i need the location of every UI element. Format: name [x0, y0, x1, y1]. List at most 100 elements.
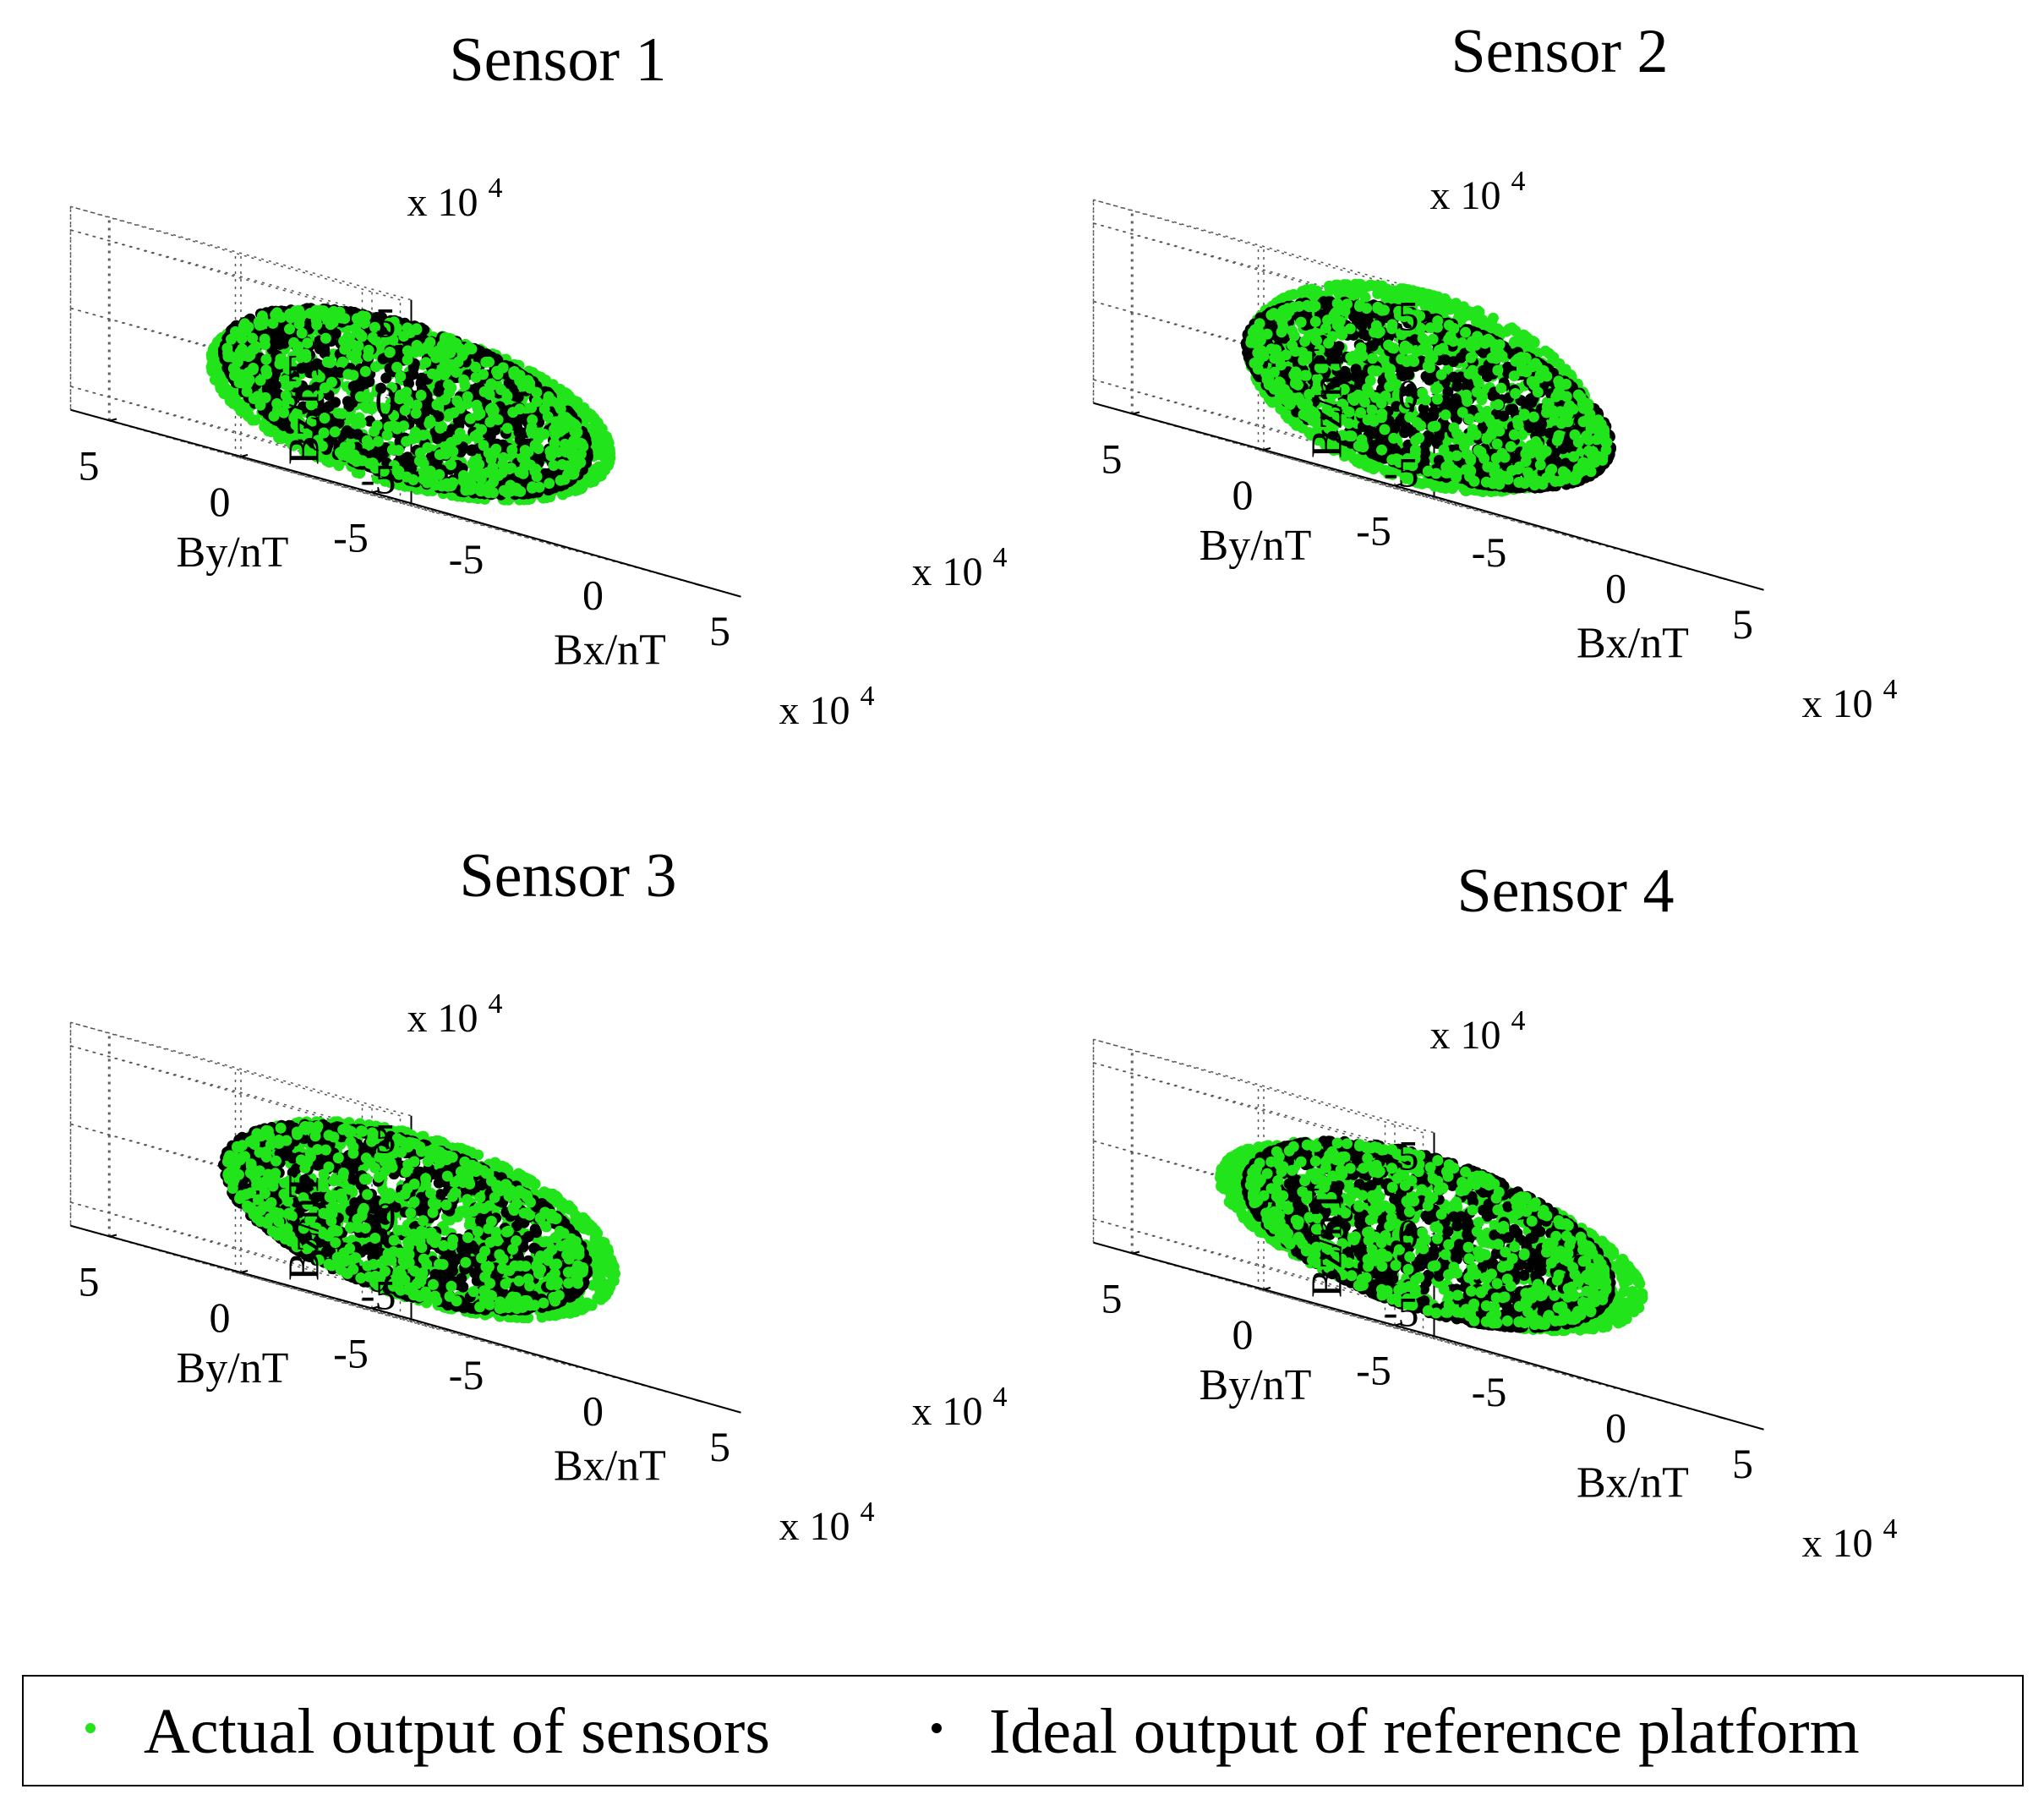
point-actual — [393, 445, 404, 457]
x-tick-label: 5 — [709, 607, 730, 654]
point-actual — [1420, 477, 1432, 489]
point-actual — [604, 452, 616, 464]
point-actual — [1465, 306, 1477, 318]
point-actual — [451, 395, 463, 407]
point-actual — [424, 336, 436, 348]
point-actual — [363, 439, 375, 451]
grid-line-x — [235, 456, 577, 551]
point-actual — [293, 312, 305, 324]
point-actual — [466, 479, 478, 491]
x-tick-mark — [1719, 577, 1726, 580]
point-actual — [232, 356, 243, 368]
point-actual — [407, 474, 419, 485]
point-ideal — [1365, 340, 1377, 352]
point-actual — [411, 399, 423, 411]
point-actual — [468, 467, 480, 479]
point-actual — [243, 408, 254, 420]
chart-title: Sensor 1 — [450, 25, 667, 95]
point-actual — [555, 474, 566, 486]
point-actual — [519, 453, 531, 465]
point-ideal — [345, 428, 357, 440]
point-actual — [314, 304, 326, 316]
y-tick-label: 0 — [210, 478, 231, 525]
grid-line-z — [70, 229, 412, 325]
point-actual — [548, 460, 560, 471]
point-actual — [370, 361, 381, 373]
point-ideal — [353, 381, 365, 393]
x-axis-label: Bx/nT — [554, 626, 666, 675]
point-ideal — [1358, 313, 1370, 325]
point-actual — [576, 438, 588, 450]
point-actual — [237, 343, 248, 355]
point-actual — [320, 332, 331, 344]
point-actual — [298, 445, 310, 457]
point-actual — [445, 382, 457, 394]
point-actual — [501, 423, 513, 435]
point-actual — [1510, 325, 1522, 336]
point-actual — [349, 451, 361, 463]
point-actual — [459, 380, 471, 391]
point-actual — [402, 354, 413, 366]
x-tick-label: 0 — [582, 572, 604, 619]
point-actual — [418, 429, 429, 441]
point-actual — [427, 368, 438, 380]
point-ideal — [273, 328, 285, 340]
point-actual — [524, 382, 536, 394]
point-actual — [260, 353, 272, 365]
point-actual — [384, 347, 396, 358]
point-actual — [589, 430, 601, 442]
point-ideal — [1400, 423, 1412, 435]
point-actual — [286, 438, 298, 450]
z-tick-label: 5 — [375, 299, 396, 347]
point-actual — [248, 363, 259, 374]
point-actual — [593, 441, 604, 453]
point-actual — [538, 429, 550, 440]
point-actual — [526, 402, 538, 413]
point-actual — [292, 344, 303, 356]
point-actual — [259, 333, 271, 345]
point-actual — [340, 342, 352, 353]
point-actual — [490, 443, 502, 455]
point-actual — [329, 426, 341, 438]
point-ideal — [513, 427, 525, 439]
point-ideal — [1424, 374, 1435, 386]
x-exponent-label: x 10 4 — [779, 681, 875, 733]
point-actual — [501, 391, 513, 402]
point-actual — [347, 369, 359, 381]
point-actual — [594, 466, 606, 478]
point-actual — [603, 444, 615, 456]
point-actual — [363, 350, 374, 362]
point-actual — [446, 436, 457, 448]
point-actual — [420, 357, 432, 369]
z-axis-label: Bz/nT — [281, 355, 329, 465]
y-tick-mark — [240, 454, 249, 457]
point-actual — [324, 457, 335, 468]
point-actual — [527, 414, 538, 426]
x-tick-mark — [696, 583, 703, 587]
point-actual — [399, 404, 411, 416]
point-actual — [469, 430, 481, 442]
point-actual — [353, 315, 364, 326]
point-actual — [462, 391, 473, 402]
point-actual — [355, 417, 367, 429]
y-tick-mark — [1132, 411, 1140, 415]
point-actual — [472, 409, 484, 421]
point-actual — [1441, 298, 1453, 310]
point-actual — [336, 312, 347, 324]
point-actual — [545, 450, 557, 462]
point-actual — [206, 358, 218, 370]
point-ideal — [1242, 347, 1254, 358]
point-actual — [268, 410, 280, 422]
point-actual — [588, 413, 600, 424]
point-actual — [243, 375, 255, 386]
point-actual — [569, 419, 581, 430]
point-actual — [411, 323, 423, 335]
point-actual — [1446, 483, 1458, 495]
point-actual — [445, 459, 456, 471]
point-actual — [577, 402, 589, 414]
point-actual — [422, 442, 434, 453]
point-actual — [1364, 279, 1376, 291]
point-actual — [511, 484, 522, 496]
point-ideal — [342, 396, 353, 408]
